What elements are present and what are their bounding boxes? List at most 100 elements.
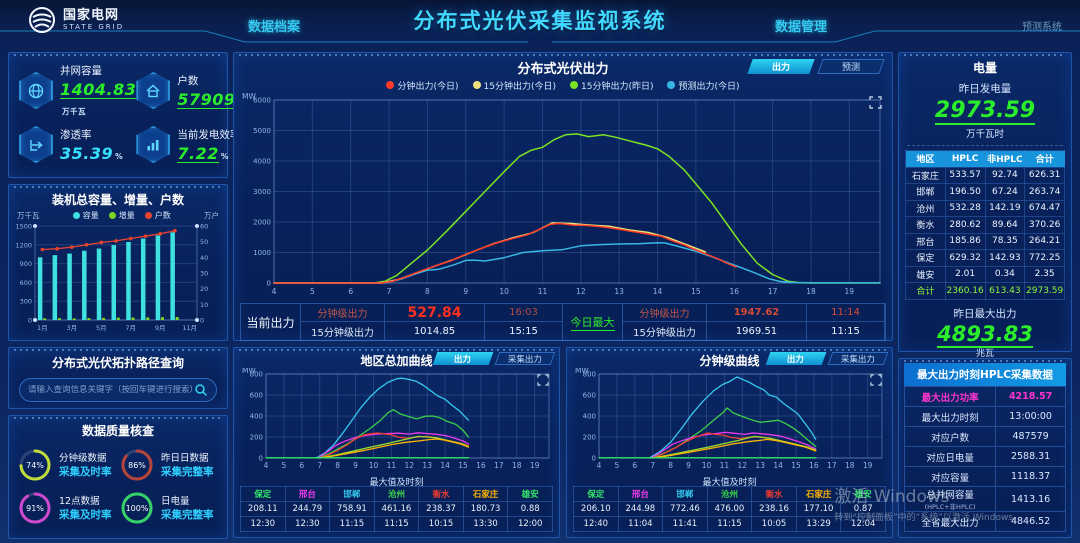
installed-capacity-panel: 装机总容量、增量、户数 万千瓦 容量 增量 户数 万户 0 300 600 900 1200… [8, 184, 228, 341]
svg-text:5: 5 [310, 287, 315, 296]
nav-data-archive[interactable]: 数据档案 [248, 20, 301, 35]
table-header-cell: 非HPLC [984, 150, 1026, 168]
tab-output[interactable]: 出力 [765, 352, 827, 365]
table-cell: 92.74 [984, 166, 1026, 184]
table-row: 12:30 12:30 11:15 11:15 10:15 13:30 12:00 [240, 516, 553, 532]
svg-text:12: 12 [405, 461, 415, 470]
table-cell: 12:40 [573, 516, 619, 532]
fullscreen-icon[interactable] [537, 374, 549, 386]
table-cell: 12:04 [840, 516, 886, 532]
svg-text:17: 17 [768, 287, 778, 296]
svg-text:91%: 91% [26, 504, 44, 513]
nav-forecast-system[interactable]: 预测系统 [1022, 22, 1062, 33]
table-cell: 626.31 [1024, 166, 1065, 184]
table-cell: 142.93 [984, 249, 1026, 267]
hplc-row: 总并网容量 (HPLC+非HPLC) 1413.16 [905, 486, 1065, 511]
svg-text:6: 6 [632, 461, 637, 470]
svg-text:16: 16 [476, 461, 486, 470]
fullscreen-icon[interactable] [870, 374, 882, 386]
legend-item[interactable]: 增量 [108, 210, 135, 221]
table-cell: 142.19 [984, 199, 1026, 217]
region-max-table: 保定 邢台 邯郸 沧州 衡水 石家庄 雄安 208.11 244.79 758.91 461.16 2… [240, 486, 553, 532]
output-name: 分钟级出力 [623, 304, 707, 322]
hplc-row: 全省最大出力 4846.52 [905, 511, 1065, 531]
table-row: 石家庄 533.57 92.74 626.31 [905, 166, 1065, 184]
today-max-link[interactable]: 今日最大 [570, 315, 615, 331]
svg-text:11: 11 [538, 287, 548, 296]
svg-text:400: 400 [250, 413, 263, 421]
page-title: 分布式光伏采集监视系统 [413, 9, 667, 33]
table-cell: 2973.59 [1024, 282, 1065, 300]
svg-text:18: 18 [512, 461, 522, 470]
current-output-label: 当前出力 [241, 304, 301, 340]
table-cell: 185.86 [944, 232, 986, 250]
table-cell: 0.88 [507, 501, 553, 517]
hplc-value: 1118.37 [1010, 471, 1051, 482]
svg-text:11: 11 [720, 461, 730, 470]
svg-text:20: 20 [200, 285, 208, 293]
svg-text:400: 400 [583, 413, 596, 421]
tab-output[interactable]: 出力 [747, 59, 815, 74]
region-energy-table: 地区 HPLC 非HPLC 合计 石家庄 533.57 92.74 626.31 邯郸 196.5… [905, 150, 1065, 300]
right-column: 电量 昨日发电量 2973.59 万千瓦时 地区 HPLC 非HPLC 合计 石家庄 53… [898, 52, 1072, 543]
fullscreen-icon[interactable] [869, 96, 882, 109]
tab-forecast[interactable]: 预测 [817, 59, 885, 74]
legend-item[interactable]: 15分钟出力(今日) [472, 79, 556, 92]
svg-text:4: 4 [597, 461, 602, 470]
table-cell: 180.73 [462, 501, 509, 517]
svg-text:0: 0 [200, 317, 204, 325]
hplc-label: 对应户数 [905, 427, 997, 446]
stat-value: 1404.83 [60, 80, 137, 99]
stat-label: 户数 [177, 74, 199, 87]
svg-text:10: 10 [702, 461, 712, 470]
state-grid-emblem-icon [29, 7, 55, 33]
svg-text:17: 17 [827, 461, 837, 470]
legend-item[interactable]: 分钟出力(今日) [386, 79, 459, 92]
gauge-line1: 12点数据 [59, 496, 100, 507]
legend-item[interactable]: 户数 [144, 210, 171, 221]
current-output-row: 15分钟级出力 1014.85 15:15 [301, 322, 563, 340]
chart-title: 分钟级曲线 [699, 354, 760, 368]
gauge-text: 日电量 采集完整率 [161, 493, 214, 522]
installed-chart-canvas: 0 300 600 900 1200 1500 0 10 20 30 40 50 60 1月 3月 5月 7月 9… [15, 223, 208, 333]
nav-data-management[interactable]: 数据管理 [775, 20, 828, 35]
gauge-ring-icon: 91% [19, 492, 51, 523]
tab-collected-output[interactable]: 采集出力 [827, 352, 889, 365]
svg-text:6000: 6000 [253, 97, 271, 105]
gauge-text: 分钟级数据 采集及时率 [59, 450, 112, 479]
hplc-row: 对应户数 487579 [905, 426, 1065, 446]
center-column: 分布式光伏出力 出力 预测 分钟出力(今日) 15分钟出力(今日) 15分钟出力(昨… [233, 52, 893, 543]
table-row: 12:40 11:04 11:41 11:15 10:05 13:29 12:04 [573, 516, 886, 532]
hplc-label: 对应容量 [905, 467, 997, 486]
legend-item[interactable]: 15分钟出力(昨日) [570, 79, 653, 92]
legend-label: 15分钟出力(昨日) [581, 81, 654, 92]
grid-capacity-icon [19, 72, 53, 109]
svg-text:86%: 86% [128, 461, 146, 470]
table-cell: 206.10 [573, 501, 619, 517]
region-total-panel: 地区总加曲线 出力 采集出力 4 5 6 7 8 9 10 11 12 13 14 15 16 17 18 1… [233, 347, 560, 538]
svg-text:15: 15 [458, 461, 468, 470]
svg-text:800: 800 [583, 371, 596, 379]
svg-text:7: 7 [650, 461, 655, 470]
legend-item[interactable]: 容量 [72, 210, 99, 221]
table-cell: 177.10 [795, 501, 842, 517]
table-cell: 13:30 [462, 516, 509, 532]
table-cell: 533.57 [944, 166, 986, 184]
svg-text:50: 50 [200, 238, 208, 246]
legend-item[interactable]: 预测出力(今日) [667, 79, 740, 92]
search-input[interactable] [28, 385, 194, 395]
gauge-ring-icon: 86% [121, 449, 153, 480]
stat-label: 并网容量 [60, 65, 102, 77]
tab-collected-output[interactable]: 采集出力 [494, 352, 556, 365]
legend-marker-icon [667, 81, 676, 89]
svg-text:16: 16 [729, 287, 739, 296]
output-time: 11:15 [807, 322, 885, 340]
panel-title: 装机总容量、增量、户数 [51, 193, 184, 207]
panel-title: 数据质量核查 [81, 424, 154, 438]
search-icon[interactable] [194, 383, 208, 397]
svg-text:1000: 1000 [253, 249, 271, 257]
output-value: 1969.51 [707, 322, 807, 340]
tab-output[interactable]: 出力 [432, 352, 494, 365]
svg-text:12: 12 [576, 287, 586, 296]
table-cell: 476.00 [706, 501, 753, 517]
